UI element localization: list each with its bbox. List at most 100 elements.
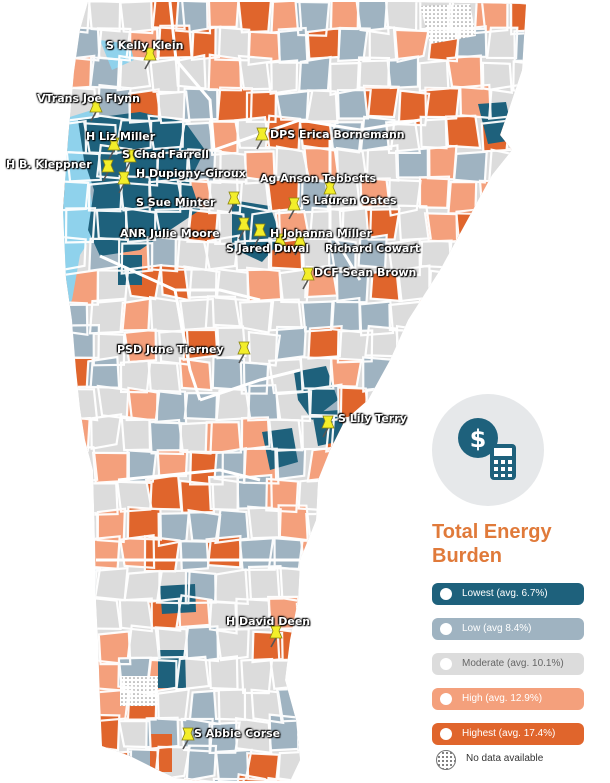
town-polygon (89, 2, 121, 32)
town-polygon (276, 90, 313, 120)
town-polygon (249, 566, 283, 600)
town-polygon (569, 241, 602, 274)
town-polygon (578, 749, 606, 783)
town-polygon (338, 90, 371, 119)
town-polygon (148, 297, 182, 332)
town-polygon (331, 2, 359, 29)
town-polygon (67, 568, 100, 601)
town-polygon (540, 421, 575, 453)
pin-label: S Lily Terry (338, 412, 407, 425)
town-polygon (329, 539, 362, 576)
town-polygon (510, 235, 526, 270)
town-polygon (97, 508, 125, 542)
pin-label: Richard Cowart (325, 242, 421, 255)
town-polygon (577, 329, 609, 359)
town-polygon (175, 55, 206, 89)
legend-title: Total Energy Burden (432, 520, 608, 568)
pin-label: DPS Erica Bornemann (270, 128, 405, 141)
town-polygon (149, 420, 183, 454)
no-data-swatch (436, 750, 456, 770)
town-polygon (366, 209, 400, 240)
town-polygon (567, 296, 599, 330)
town-polygon (241, 417, 270, 450)
town-polygon (120, 779, 154, 781)
town-polygon (121, 416, 150, 451)
town-polygon (541, 0, 573, 33)
town-polygon (208, 601, 237, 634)
town-polygon (187, 209, 220, 243)
town-polygon (605, 748, 610, 779)
town-polygon (570, 121, 602, 152)
legend-item-label: Lowest (avg. 6.7%) (462, 588, 548, 599)
legend-swatch-dot (440, 728, 452, 740)
town-polygon (333, 657, 365, 690)
town-polygon (63, 539, 94, 574)
town-polygon (396, 148, 430, 178)
pin-label: ANR Julie Moore (120, 227, 220, 240)
town-polygon (127, 507, 161, 540)
town-polygon (302, 301, 333, 332)
pushpin-icon (293, 233, 307, 256)
legend-title-line2: Burden (432, 545, 502, 567)
pin-label: S Lauren Oates (302, 194, 397, 207)
town-polygon (63, 655, 89, 690)
town-polygon (545, 32, 579, 62)
pushpin-icon (301, 267, 315, 290)
town-polygon (245, 151, 275, 184)
pin-label: H Johanna Miller (270, 227, 372, 240)
town-polygon (363, 27, 397, 62)
town-polygon (339, 207, 372, 239)
town-polygon (215, 27, 250, 61)
town-polygon (396, 626, 428, 659)
town-polygon (268, 596, 299, 629)
town-polygon (360, 178, 390, 207)
town-polygon (356, 2, 389, 34)
pin-label: S Jared Duval (226, 242, 310, 255)
town-polygon (569, 480, 602, 511)
town-polygon (278, 505, 311, 541)
legend-item-label: Highest (avg. 17.4%) (462, 728, 556, 739)
town-polygon (89, 779, 122, 781)
town-polygon (535, 779, 567, 783)
town-polygon (477, 359, 509, 393)
pushpin-icon (287, 197, 301, 220)
town-polygon (547, 328, 581, 359)
town-polygon (126, 387, 158, 420)
town-polygon (604, 208, 610, 238)
town-polygon (159, 330, 189, 365)
town-polygon (216, 749, 252, 780)
town-polygon (398, 205, 431, 240)
town-polygon (605, 93, 610, 125)
pushpin-icon (253, 223, 267, 246)
town-polygon (147, 778, 177, 781)
pushpin-icon (143, 47, 157, 70)
town-polygon (567, 421, 602, 452)
town-polygon (393, 598, 423, 626)
town-polygon (67, 685, 100, 716)
town-polygon (214, 151, 247, 182)
town-polygon (306, 90, 338, 123)
pin-label: Ag Anson Tebbetts (260, 172, 377, 185)
town-polygon (601, 122, 610, 151)
town-polygon (452, 297, 483, 328)
pin-label: S Kelly Klein (106, 39, 184, 52)
legend-item-label: Moderate (avg. 10.1%) (462, 658, 564, 669)
town-polygon (418, 775, 448, 781)
town-polygon (184, 626, 218, 661)
town-polygon (271, 2, 302, 33)
town-polygon (544, 750, 578, 783)
town-polygon (606, 688, 610, 722)
legend-swatch-dot (440, 693, 452, 705)
town-polygon (355, 537, 387, 571)
town-polygon (215, 510, 249, 543)
town-polygon (175, 238, 210, 270)
town-polygon (306, 754, 340, 781)
town-polygon (124, 329, 156, 363)
town-polygon (365, 572, 397, 601)
town-polygon (64, 627, 97, 663)
town-polygon (207, 2, 239, 27)
town-polygon (304, 630, 337, 665)
town-polygon (326, 181, 360, 210)
town-polygon (420, 116, 447, 149)
